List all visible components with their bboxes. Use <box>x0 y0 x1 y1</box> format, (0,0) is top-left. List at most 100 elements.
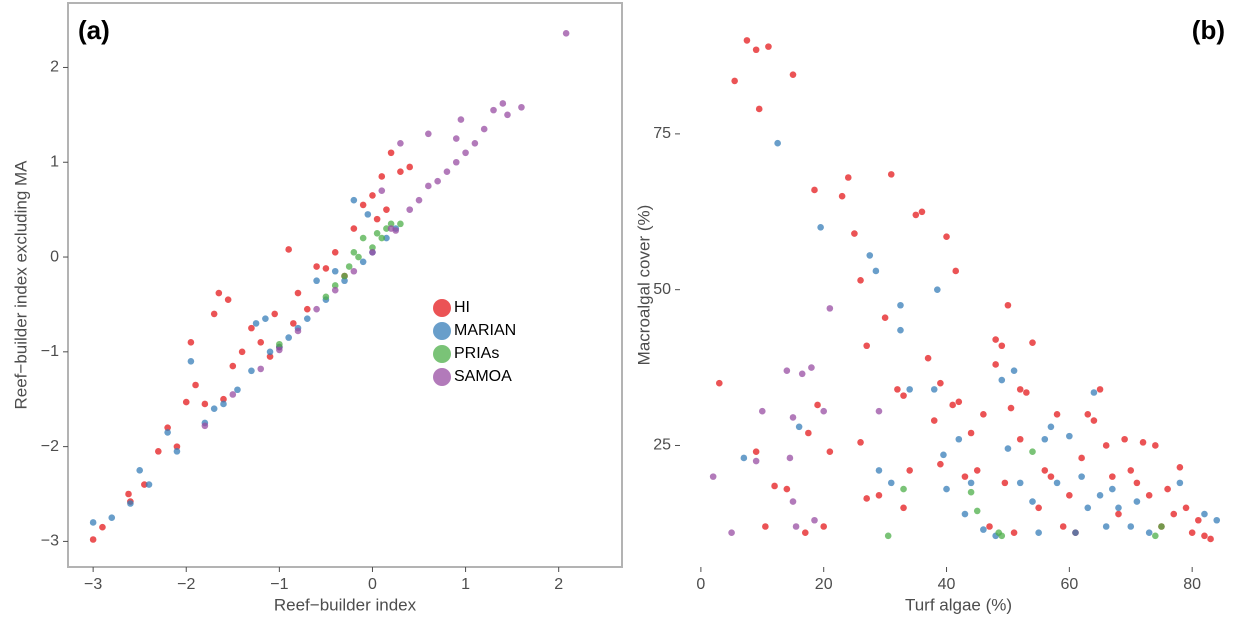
point <box>192 381 199 389</box>
point <box>210 405 218 413</box>
point <box>811 186 818 194</box>
point <box>930 386 938 393</box>
point <box>266 348 274 356</box>
point <box>826 448 834 456</box>
point <box>1047 473 1055 480</box>
point <box>238 348 246 356</box>
x-tick-label: 1 <box>461 576 470 593</box>
point <box>1023 389 1030 396</box>
point <box>795 423 803 431</box>
point <box>992 361 999 368</box>
point <box>1115 504 1122 512</box>
point <box>1066 432 1073 440</box>
x-tick-label: 0 <box>368 576 377 593</box>
point <box>940 451 947 459</box>
point <box>900 392 907 399</box>
point <box>373 230 381 237</box>
point <box>817 224 824 231</box>
point <box>452 158 460 166</box>
point <box>350 248 358 256</box>
y-tick-label: −1 <box>41 343 59 360</box>
point <box>1201 510 1208 518</box>
point <box>1059 523 1067 530</box>
point <box>894 386 901 393</box>
point <box>967 479 975 487</box>
point <box>798 370 806 378</box>
point <box>187 358 195 365</box>
point <box>294 327 302 335</box>
point <box>257 365 265 373</box>
point <box>1035 504 1042 512</box>
point <box>1164 485 1171 493</box>
point <box>434 177 441 185</box>
point <box>1096 386 1104 393</box>
point <box>303 315 311 322</box>
point <box>1176 479 1184 487</box>
point <box>1010 529 1018 537</box>
x-tick-label: −1 <box>270 576 288 593</box>
point <box>1066 492 1073 499</box>
point <box>906 467 913 474</box>
point <box>875 407 883 415</box>
point <box>266 353 274 360</box>
point <box>480 125 488 133</box>
point <box>1035 529 1042 537</box>
point <box>863 342 870 350</box>
point <box>173 448 181 455</box>
y-tick-label: 0 <box>50 248 59 265</box>
point <box>364 211 372 218</box>
point <box>252 320 260 327</box>
point <box>331 286 339 294</box>
point <box>345 263 353 270</box>
point <box>201 400 209 408</box>
point <box>350 225 358 232</box>
point <box>220 395 227 403</box>
point <box>425 182 432 190</box>
x-tick-label: 60 <box>1060 576 1078 593</box>
point <box>220 400 227 408</box>
point <box>1041 467 1049 474</box>
y-tick-label: 2 <box>50 59 59 76</box>
point <box>341 277 348 285</box>
point <box>808 364 815 371</box>
y-tick-label: −3 <box>41 533 59 550</box>
point <box>900 504 907 512</box>
point <box>215 289 223 297</box>
point <box>1145 529 1153 537</box>
point <box>811 516 818 524</box>
point <box>1102 442 1110 449</box>
point <box>1121 435 1128 443</box>
point <box>383 206 390 213</box>
panel-frame <box>67 2 623 568</box>
point <box>801 529 809 537</box>
x-tick-label: −3 <box>84 576 102 593</box>
point <box>290 320 297 327</box>
point <box>1047 423 1055 431</box>
point <box>863 495 870 502</box>
point <box>973 507 981 515</box>
point <box>1004 301 1012 309</box>
point <box>1152 532 1159 540</box>
point <box>1207 535 1214 543</box>
point <box>355 253 362 261</box>
point <box>1053 479 1061 487</box>
point <box>1127 467 1135 474</box>
point <box>504 111 511 119</box>
point <box>731 77 738 85</box>
point <box>229 391 237 398</box>
point <box>961 473 969 480</box>
point <box>912 211 920 219</box>
point <box>369 244 376 251</box>
point <box>765 43 772 50</box>
point <box>716 379 723 387</box>
point <box>875 492 883 499</box>
point <box>875 467 883 474</box>
point <box>998 342 1006 350</box>
point <box>201 422 209 430</box>
point <box>1007 404 1015 412</box>
point <box>1195 516 1202 524</box>
point <box>1133 479 1141 487</box>
point <box>141 481 148 488</box>
point <box>248 324 255 332</box>
y-tick-label: 25 <box>653 437 671 454</box>
